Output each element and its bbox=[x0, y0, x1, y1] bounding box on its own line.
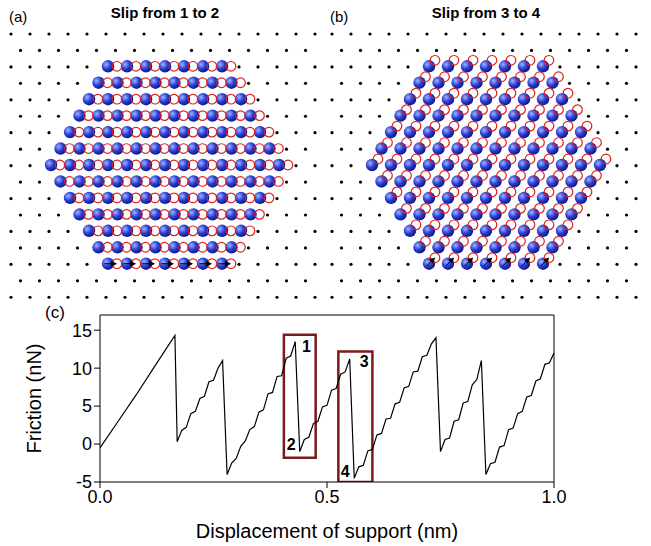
svg-text:-5: -5 bbox=[76, 472, 92, 492]
svg-text:1: 1 bbox=[302, 338, 311, 355]
svg-text:1.0: 1.0 bbox=[541, 487, 566, 507]
svg-text:Slip from 3 to 4: Slip from 3 to 4 bbox=[432, 4, 541, 21]
svg-text:0: 0 bbox=[82, 434, 92, 454]
svg-text:Friction (nN): Friction (nN) bbox=[23, 343, 45, 453]
svg-text:0.0: 0.0 bbox=[87, 486, 113, 507]
svg-text:10: 10 bbox=[72, 359, 92, 379]
svg-text:0.5: 0.5 bbox=[314, 487, 339, 507]
svg-text:2: 2 bbox=[287, 436, 296, 453]
svg-text:3: 3 bbox=[360, 353, 369, 370]
svg-text:4: 4 bbox=[341, 463, 350, 480]
svg-text:(a): (a) bbox=[9, 8, 27, 25]
svg-text:(b): (b) bbox=[330, 8, 348, 25]
svg-text:Displacement of support (nm): Displacement of support (nm) bbox=[196, 520, 458, 542]
svg-text:5: 5 bbox=[82, 396, 92, 416]
svg-text:15: 15 bbox=[72, 321, 92, 341]
svg-text:Slip from 1 to 2: Slip from 1 to 2 bbox=[111, 4, 219, 21]
html-text:(c): (c) bbox=[45, 303, 65, 322]
